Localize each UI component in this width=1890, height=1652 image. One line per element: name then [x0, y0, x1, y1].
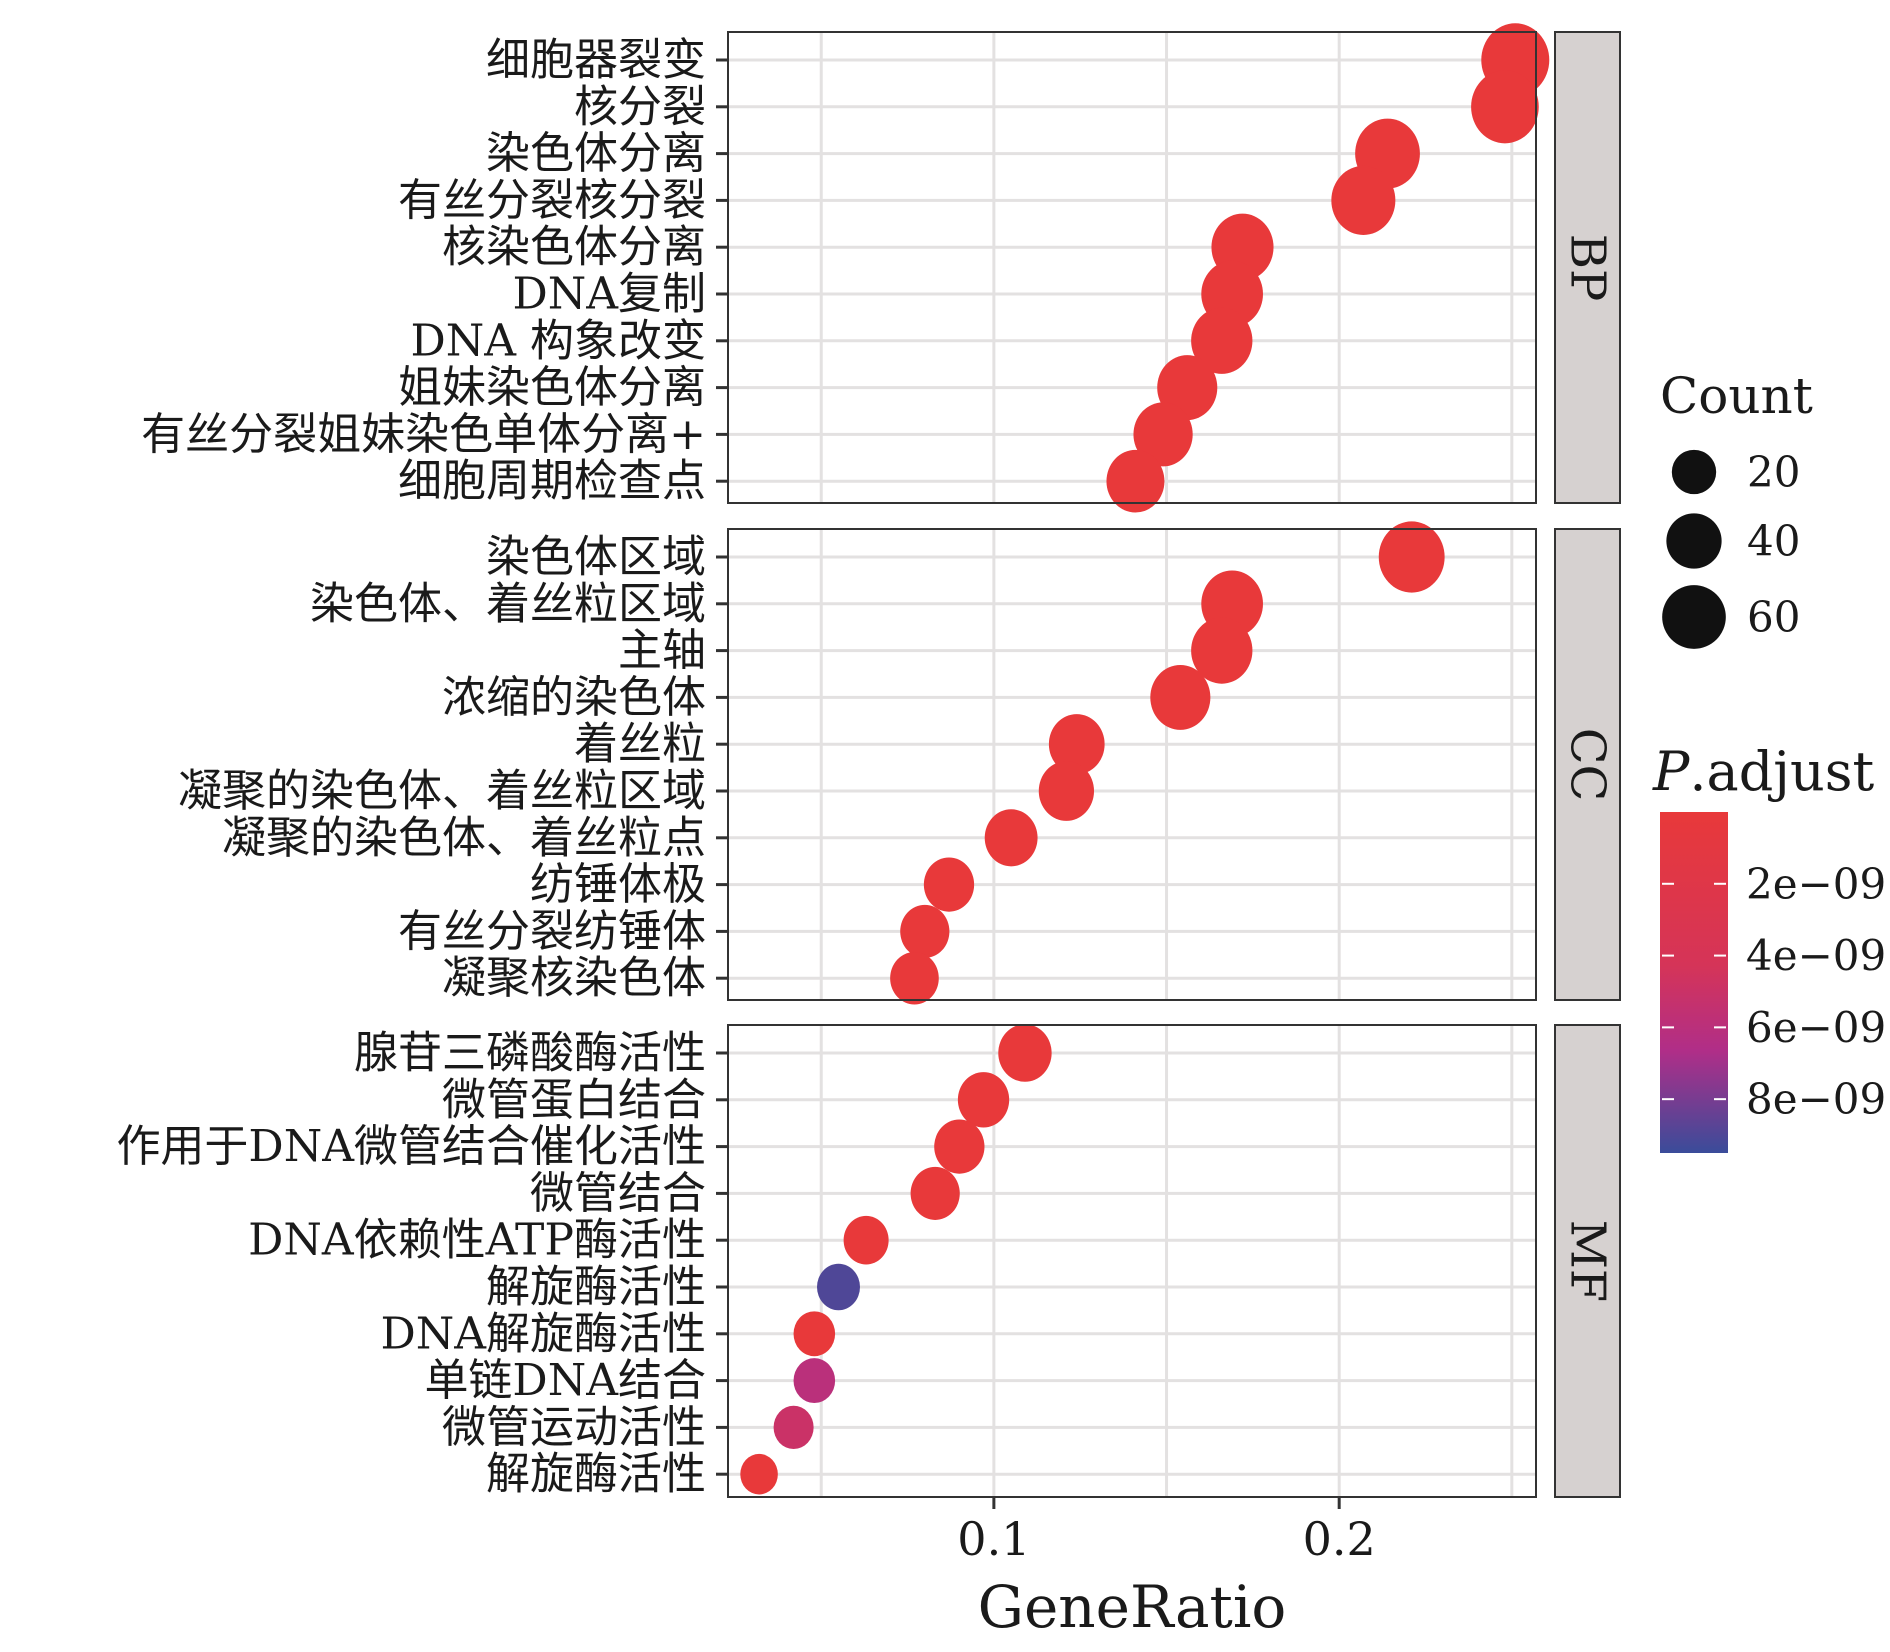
panel-border [727, 528, 1537, 1001]
data-point [900, 904, 950, 958]
size-legend-label: 20 [1747, 448, 1800, 497]
x-axis-title: GeneRatio [978, 1573, 1287, 1641]
x-tick-label: 0.1 [957, 1512, 1030, 1566]
data-point [1150, 664, 1211, 730]
size-legend-key [1666, 513, 1722, 569]
panel-background [728, 32, 1536, 503]
data-point [934, 1119, 985, 1174]
data-point [923, 857, 975, 912]
frame-layer [716, 31, 1621, 1509]
data-point [1038, 761, 1095, 821]
data-point [1471, 70, 1539, 144]
color-legend-label: 8e−09 [1746, 1075, 1886, 1124]
data-point [1106, 449, 1165, 513]
data-point [1133, 402, 1193, 467]
term-label: 凝聚的染色体、着丝粒区域 [178, 766, 706, 817]
term-label: 微管结合 [530, 1168, 706, 1219]
color-legend-label: 4e−09 [1746, 931, 1886, 980]
term-label: DNA 构象改变 [410, 315, 706, 366]
color-legend-label: 6e−09 [1746, 1003, 1886, 1052]
facet-strip [1554, 31, 1621, 504]
term-label: 微管蛋白结合 [442, 1074, 706, 1125]
term-label: 解旋酶活性 [486, 1449, 706, 1500]
term-label: 染色体区域 [486, 532, 706, 583]
panel-border [727, 1024, 1537, 1498]
data-point [957, 1072, 1010, 1128]
color-legend-title: P.adjust [1652, 740, 1875, 803]
term-label: DNA解旋酶活性 [380, 1308, 706, 1359]
term-label: 细胞周期检查点 [398, 456, 706, 507]
data-point [1048, 714, 1105, 775]
term-label: 微管运动活性 [442, 1402, 706, 1453]
data-point [740, 1453, 778, 1495]
facet-strip [1554, 1024, 1621, 1498]
size-legend-key [1671, 449, 1717, 495]
term-label: 姐妹染色体分离 [398, 362, 706, 413]
data-point [843, 1215, 889, 1265]
data-point [1157, 355, 1218, 421]
term-label: 浓缩的染色体 [442, 672, 706, 723]
term-label: 细胞器裂变 [486, 35, 706, 86]
data-point [773, 1405, 814, 1450]
term-label: 核分裂 [574, 81, 706, 132]
data-point [910, 1166, 960, 1220]
term-label: 腺苷三磷酸酶活性 [354, 1028, 706, 1079]
term-label: 凝聚的染色体、着丝粒点 [222, 812, 706, 863]
data-point [890, 951, 939, 1005]
size-legend-label: 60 [1747, 593, 1800, 642]
term-label: 有丝分裂核分裂 [398, 175, 706, 226]
term-label: 主轴 [618, 625, 706, 676]
x-tick-label: 0.2 [1303, 1512, 1376, 1566]
legend-layer: Count 20 40 60 P.adjust 2e−09 4e−09 6e−09 8e−09 [1652, 367, 1886, 1153]
term-label: 染色体分离 [486, 128, 706, 179]
data-point [998, 1024, 1052, 1082]
data-point [1331, 165, 1396, 235]
term-label: 核染色体分离 [442, 222, 706, 273]
term-label: 有丝分裂姐妹染色单体分离+ [141, 409, 706, 460]
points-layer [740, 23, 1550, 1495]
data-point [984, 809, 1038, 867]
facet-strip-label: BP [1560, 234, 1616, 302]
term-label: 单链DNA结合 [424, 1355, 706, 1406]
term-label: 解旋酶活性 [486, 1262, 706, 1313]
data-point [1191, 617, 1253, 684]
term-label: 作用于DNA微管结合催化活性 [116, 1121, 706, 1172]
size-legend-label: 40 [1747, 517, 1800, 566]
term-label: DNA依赖性ATP酶活性 [248, 1215, 706, 1266]
data-point [816, 1263, 860, 1311]
data-point [1378, 521, 1445, 593]
panel-background [728, 529, 1536, 1000]
color-legend-bar [1660, 812, 1728, 1153]
facet-strip-label: MF [1560, 1220, 1616, 1302]
panel-border [727, 31, 1537, 504]
size-legend-key [1662, 585, 1726, 649]
term-label: 凝聚核染色体 [442, 953, 706, 1004]
term-label: 染色体、着丝粒区域 [310, 578, 706, 629]
facet-strip [1554, 528, 1621, 1001]
term-label: 有丝分裂纺锤体 [398, 906, 706, 957]
term-label: 纺锤体极 [530, 859, 706, 910]
term-label: DNA复制 [512, 269, 706, 320]
data-point [793, 1358, 836, 1404]
color-legend-label: 2e−09 [1746, 859, 1886, 908]
facet-strip-label: CC [1560, 728, 1616, 801]
data-point [1191, 307, 1253, 374]
term-label: 着丝粒 [574, 719, 706, 770]
data-point [793, 1311, 836, 1357]
size-legend-title: Count [1660, 367, 1813, 425]
